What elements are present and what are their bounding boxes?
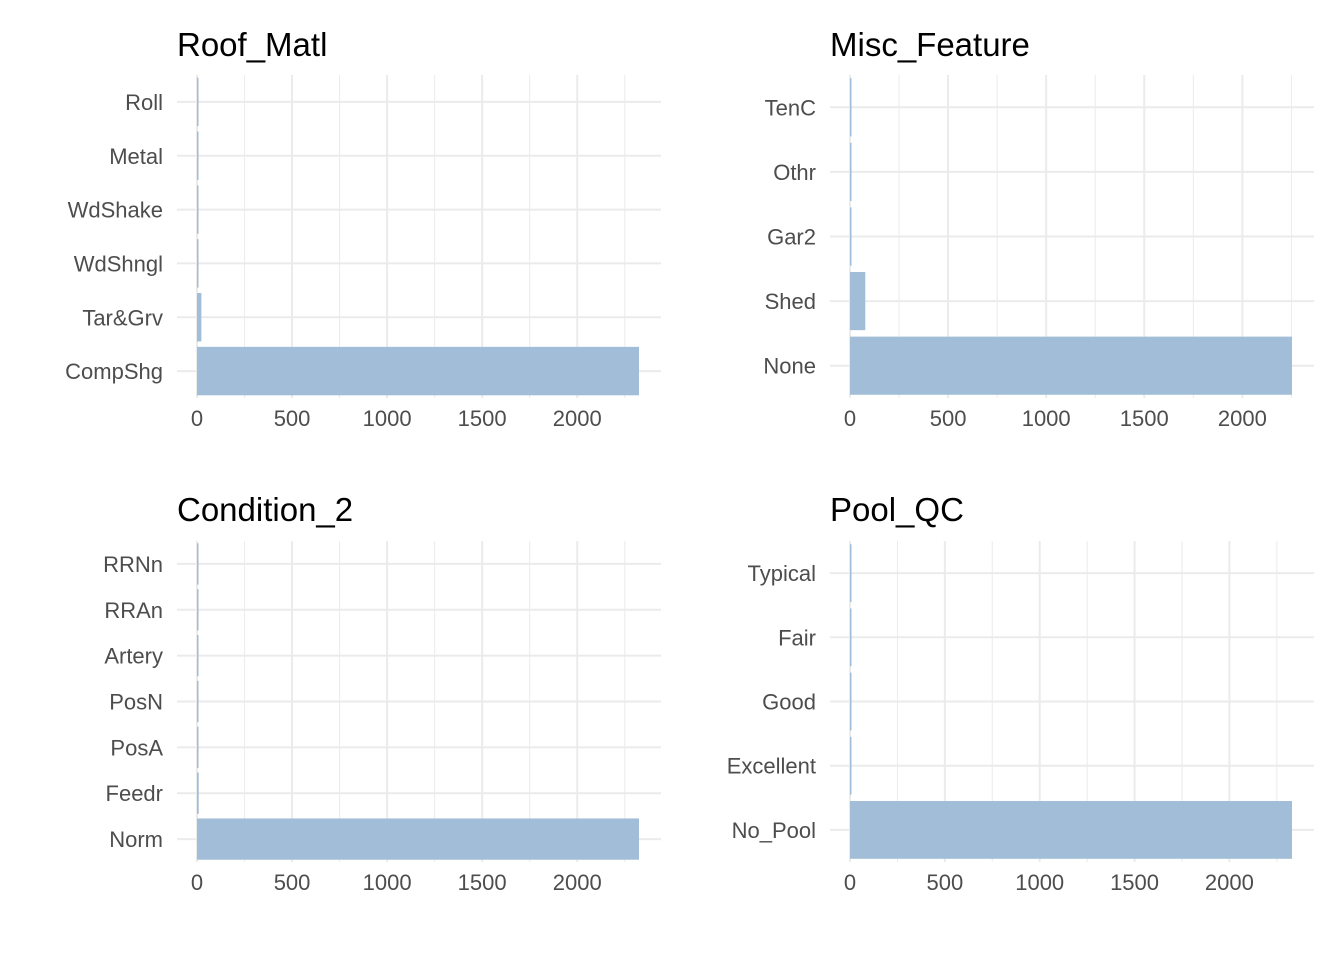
bar-tenc bbox=[850, 78, 852, 137]
x-tick-label: 1000 bbox=[363, 870, 412, 895]
category-label-rran: RRAn bbox=[104, 598, 163, 623]
category-label-excellent: Excellent bbox=[727, 754, 816, 779]
bar-none bbox=[850, 336, 1292, 395]
chart-panel-pool-qc: No_Pool Excellent Good Fair Typical 0 500 1000 1… bbox=[727, 491, 1314, 895]
x-tick-label: 500 bbox=[274, 406, 311, 431]
category-label-shed: Shed bbox=[765, 289, 816, 314]
category-label-wdshake: WdShake bbox=[68, 198, 163, 223]
bar-shed bbox=[850, 272, 866, 331]
category-label-tar-grv: Tar&Grv bbox=[82, 305, 163, 330]
chart-title: Roof_Matl bbox=[177, 26, 327, 63]
category-label-none: None bbox=[763, 354, 816, 379]
bar-rrnn bbox=[197, 543, 199, 585]
x-tick-label: 0 bbox=[844, 406, 856, 431]
x-tick-label: 1000 bbox=[1022, 406, 1071, 431]
bar-metal bbox=[197, 131, 199, 180]
bar-othr bbox=[850, 142, 852, 201]
bar-wdshake bbox=[197, 185, 199, 234]
bar-posa bbox=[197, 726, 199, 768]
x-tick-label: 2000 bbox=[1218, 406, 1267, 431]
x-tick-label: 0 bbox=[844, 870, 856, 895]
bar-compshg bbox=[197, 346, 639, 396]
category-label-good: Good bbox=[762, 690, 816, 715]
x-tick-label: 0 bbox=[191, 406, 203, 431]
bar-rran bbox=[197, 589, 199, 631]
category-label-posa: PosA bbox=[110, 735, 163, 760]
category-label-no-pool: No_Pool bbox=[732, 818, 816, 843]
category-label-artery: Artery bbox=[104, 644, 163, 669]
bar-feedr bbox=[197, 772, 199, 814]
chart-title: Pool_QC bbox=[830, 491, 964, 528]
category-label-wdshngl: WdShngl bbox=[74, 251, 163, 276]
bar-typical bbox=[850, 544, 852, 602]
category-label-feedr: Feedr bbox=[106, 781, 163, 806]
category-label-gar2: Gar2 bbox=[767, 225, 816, 250]
chart-panel-misc-feature: None Shed Gar2 Othr TenC 0 500 1000 1500 2000 Misc… bbox=[763, 26, 1314, 431]
category-label-metal: Metal bbox=[109, 144, 163, 169]
x-tick-label: 1500 bbox=[1120, 406, 1169, 431]
x-tick-label: 2000 bbox=[1205, 870, 1254, 895]
x-tick-label: 500 bbox=[930, 406, 967, 431]
category-label-norm: Norm bbox=[109, 827, 163, 852]
x-tick-label: 2000 bbox=[553, 870, 602, 895]
bar-gar2 bbox=[850, 207, 852, 266]
bar-norm bbox=[197, 818, 639, 860]
bar-good bbox=[850, 672, 852, 731]
bar-excellent bbox=[850, 736, 852, 795]
x-tick-label: 0 bbox=[191, 870, 203, 895]
x-tick-label: 1000 bbox=[363, 406, 412, 431]
category-label-typical: Typical bbox=[748, 561, 816, 586]
x-tick-label: 2000 bbox=[553, 406, 602, 431]
category-label-fair: Fair bbox=[778, 625, 816, 650]
x-tick-label: 500 bbox=[274, 870, 311, 895]
chart-title: Misc_Feature bbox=[830, 26, 1030, 63]
bar-artery bbox=[197, 635, 199, 677]
bar-wdshngl bbox=[197, 239, 199, 288]
category-label-othr: Othr bbox=[773, 160, 816, 185]
bar-roll bbox=[197, 77, 199, 127]
x-tick-label: 500 bbox=[926, 870, 963, 895]
category-label-rrnn: RRNn bbox=[103, 552, 163, 577]
bar-posn bbox=[197, 680, 199, 723]
chart-panel-roof-matl: CompShg Tar&Grv WdShngl WdShake Metal Roll 0 50… bbox=[65, 26, 661, 431]
category-label-tenc: TenC bbox=[765, 95, 816, 120]
category-label-roll: Roll bbox=[125, 90, 163, 115]
bar-no-pool bbox=[850, 801, 1292, 859]
x-tick-label: 1500 bbox=[458, 406, 507, 431]
bar-fair bbox=[850, 608, 852, 667]
x-tick-label: 1500 bbox=[1110, 870, 1159, 895]
category-label-posn: PosN bbox=[109, 690, 163, 715]
chart-panel-condition-2: Norm Feedr PosA PosN Artery RRAn RRNn 0 500 1000 1… bbox=[103, 491, 661, 895]
chart-title: Condition_2 bbox=[177, 491, 353, 528]
bar-tar-grv bbox=[197, 293, 202, 342]
x-tick-label: 1000 bbox=[1015, 870, 1064, 895]
category-label-compshg: CompShg bbox=[65, 359, 163, 384]
x-tick-label: 1500 bbox=[458, 870, 507, 895]
